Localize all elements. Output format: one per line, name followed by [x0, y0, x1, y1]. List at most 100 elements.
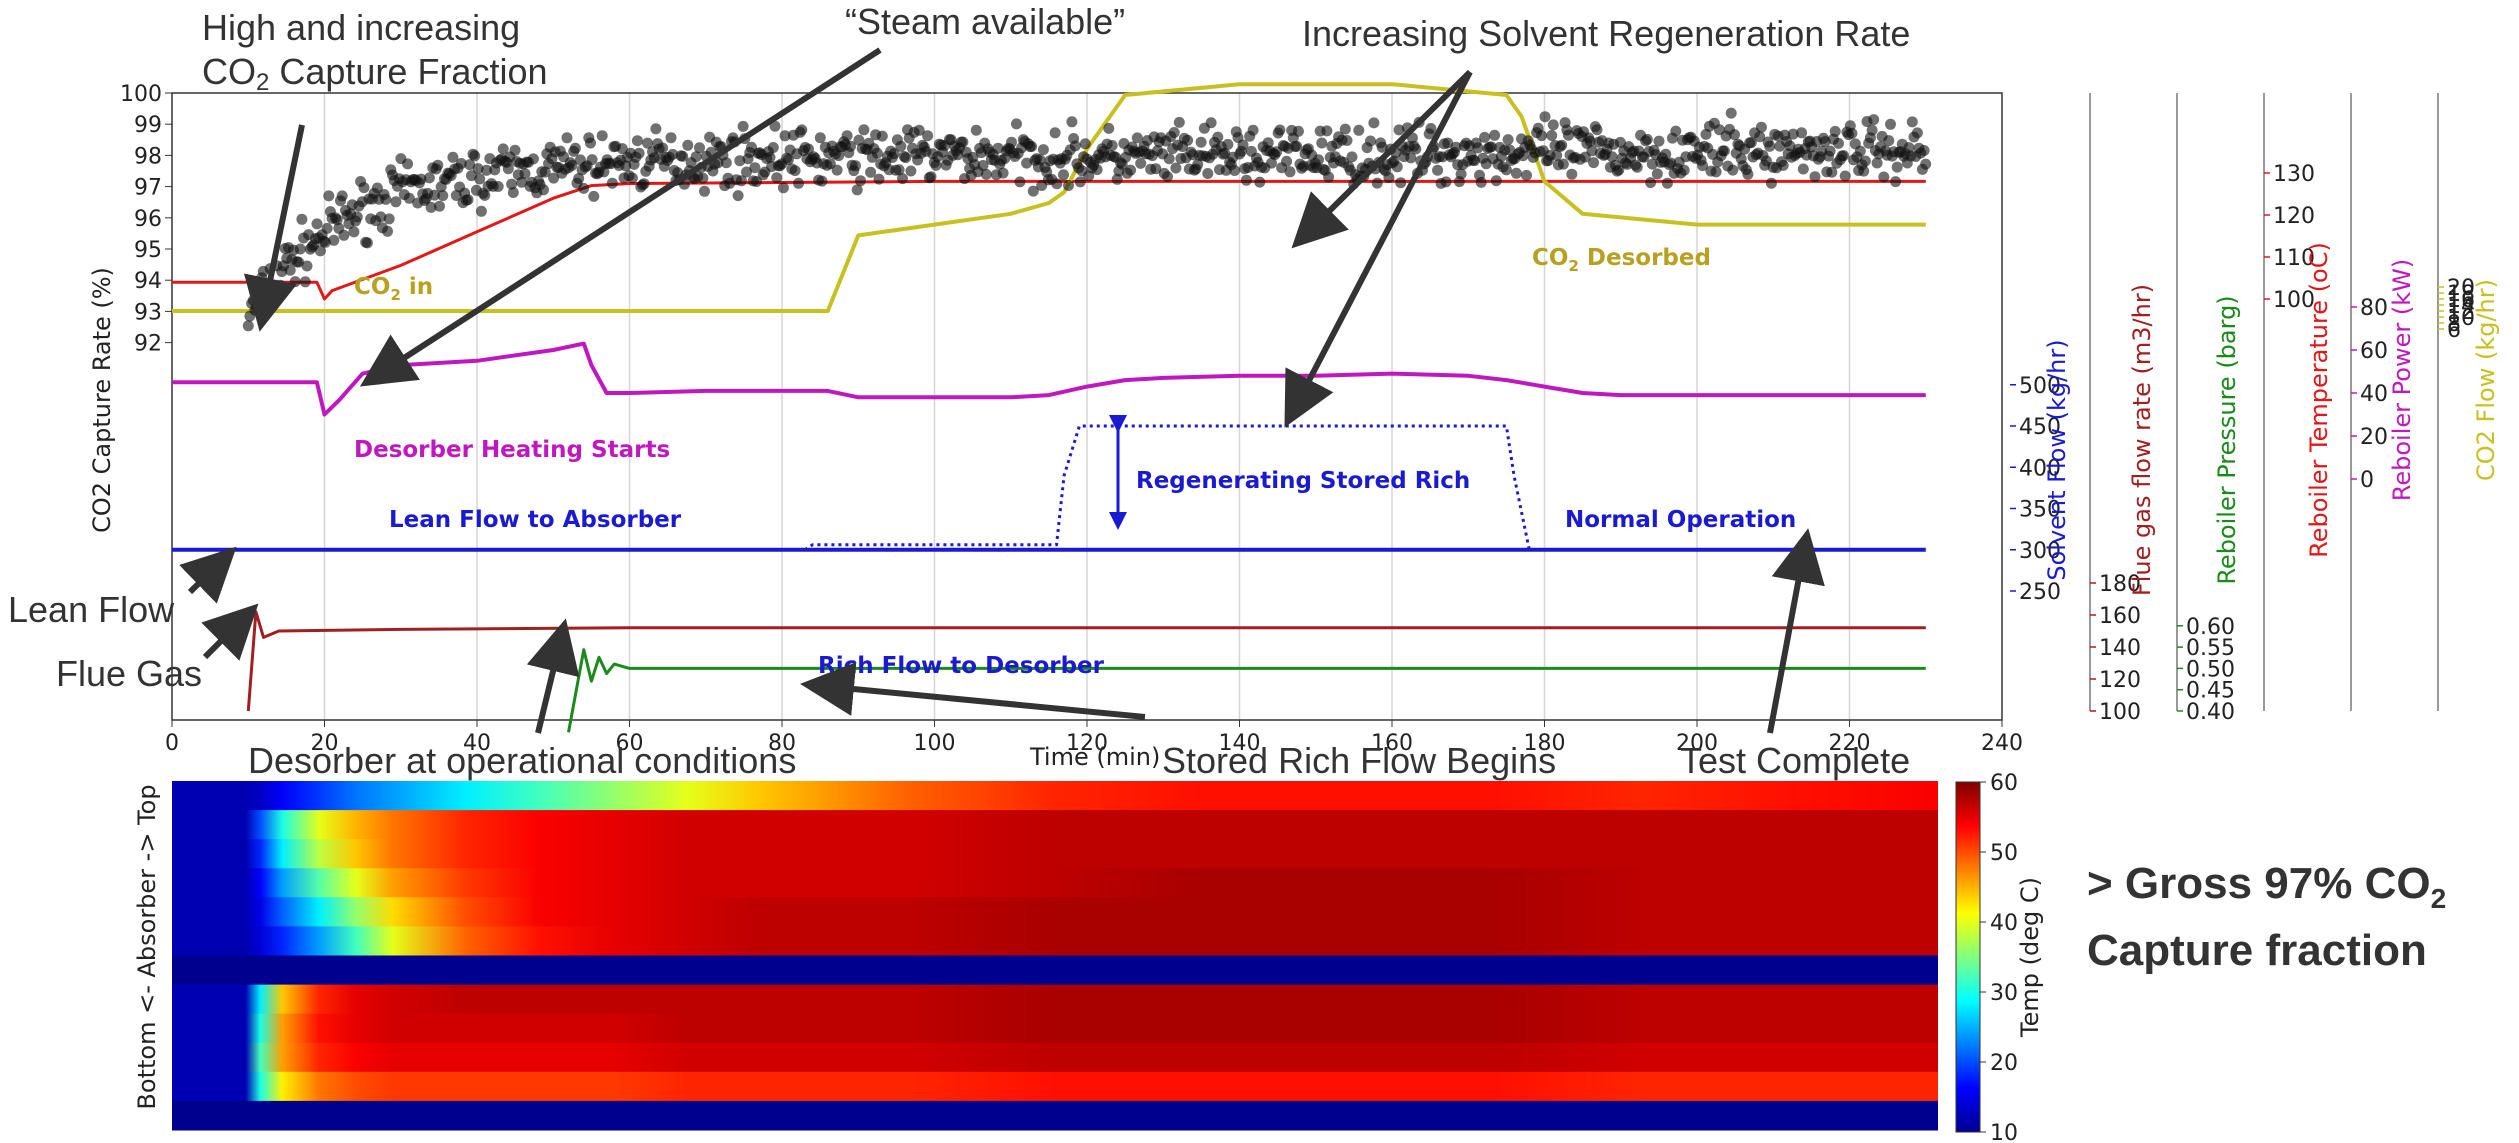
capture-rate-point	[1037, 144, 1049, 156]
x-tick-label: 100	[914, 731, 956, 756]
heatmap-row	[172, 810, 1938, 840]
capture-rate-point	[957, 136, 969, 148]
y-tick-label: 99	[134, 113, 162, 138]
capture-rate-point	[548, 172, 560, 184]
capture-rate-point	[1485, 141, 1497, 153]
capture-rate-point	[527, 153, 539, 165]
capture-rate-point	[1291, 140, 1303, 152]
arrow-regen-2	[1284, 70, 1473, 428]
capture-rate-point	[1365, 135, 1376, 147]
right-axis-tick-label: 16	[2447, 288, 2475, 313]
capture-rate-point	[1606, 151, 1618, 163]
right-axis-tick-label: 100	[2273, 288, 2315, 313]
capture-rate-point	[1584, 135, 1596, 147]
capture-rate-point	[767, 142, 779, 153]
heatmap-row	[172, 1071, 1938, 1102]
capture-rate-point	[1891, 161, 1903, 173]
capture-rate-point	[1472, 142, 1484, 154]
capture-rate-point	[450, 190, 462, 201]
capture-rate-point	[650, 123, 662, 135]
right-axis-label: CO2 Flow (kg/hr)	[2472, 279, 2500, 481]
capture-rate-point	[1725, 107, 1737, 119]
lean-to-absorber-label: Lean Flow to Absorber	[389, 507, 682, 533]
right-axis-tick-label: 0.55	[2186, 636, 2235, 661]
capture-rate-point	[1103, 122, 1115, 134]
capture-rate-point	[437, 190, 449, 202]
capture-rate-point	[893, 164, 905, 176]
capture-rate-point	[697, 172, 709, 184]
capture-rate-point	[507, 187, 519, 198]
right-axis-tick-label: 400	[2019, 456, 2061, 481]
capture-rate-point	[475, 205, 487, 217]
series-line-reboiler-power	[172, 341, 1926, 417]
colorbar-tick-label: 10	[1990, 1121, 2018, 1143]
annotation-high-capture-line2: CO2 Capture Fraction	[202, 51, 547, 96]
capture-rate-point	[1229, 165, 1241, 176]
capture-rate-point	[469, 150, 481, 162]
annotation-stored-rich: Stored Rich Flow Begins	[1162, 740, 1556, 781]
capture-rate-point	[1162, 171, 1173, 183]
capture-rate-point	[633, 147, 645, 159]
line-chart: 0 20 40 60 80 100 120 140 160 180 200 220 240 100999…	[88, 82, 2500, 771]
capture-rate-point	[833, 150, 845, 162]
capture-rate-point	[1284, 166, 1296, 178]
capture-rate-point	[299, 276, 311, 288]
capture-rate-point	[375, 211, 387, 223]
heatmap-cells	[172, 781, 1938, 1131]
heatmap-y-label: Bottom <- Absorber -> Top	[133, 784, 161, 1109]
capture-rate-point	[328, 234, 340, 246]
capture-rate-point	[865, 166, 877, 178]
capture-rate-point	[403, 192, 415, 204]
capture-rate-point	[855, 175, 866, 187]
capture-rate-point	[751, 176, 762, 187]
capture-rate-point	[1079, 138, 1091, 150]
colorbar-ticks: 60 50 40 30 20 10	[1980, 771, 2018, 1143]
capture-rate-point	[1858, 165, 1870, 177]
capture-rate-point	[294, 243, 306, 255]
capture-rate-point	[380, 193, 392, 205]
x-axis-ticks: 0 20 40 60 80 100 120 140 160 180 200 220 240	[165, 720, 2023, 756]
right-axis-tick-label: 10	[2447, 306, 2475, 331]
capture-rate-point	[1777, 159, 1789, 171]
capture-rate-point	[432, 159, 444, 171]
capture-rate-point	[1219, 147, 1231, 159]
capture-rate-point	[871, 147, 883, 159]
capture-rate-point	[519, 168, 531, 180]
capture-rate-point	[1729, 129, 1740, 141]
capture-rate-point	[1011, 118, 1022, 130]
capture-rate-point	[1192, 159, 1204, 170]
capture-rate-point	[569, 142, 581, 154]
right-axis-tick-label: 250	[2019, 580, 2061, 605]
capture-rate-point	[319, 236, 331, 248]
capture-rate-point	[682, 139, 694, 151]
right-axis-tick-label: 6	[2447, 318, 2461, 343]
x-tick-label: 140	[1219, 731, 1261, 756]
arrow-desorber-operational	[526, 618, 580, 734]
right-axis-label: Reboiler Power (kW)	[2388, 259, 2416, 501]
x-tick-label: 60	[616, 731, 644, 756]
capture-rate-point	[1562, 129, 1574, 141]
right-axis-tick-label: 180	[2099, 572, 2141, 597]
series-line-rich-flow	[804, 424, 1531, 552]
capture-rate-point	[1212, 131, 1224, 143]
capture-rate-point	[1764, 140, 1776, 152]
capture-rate-point	[631, 135, 643, 147]
capture-rate-point	[1727, 164, 1739, 176]
capture-rate-point	[735, 175, 747, 187]
capture-rate-point	[1911, 127, 1923, 139]
capture-rate-point	[1796, 127, 1808, 139]
capture-rate-point	[626, 172, 638, 184]
capture-rate-point	[699, 185, 710, 197]
capture-rate-point	[1809, 171, 1821, 183]
colorbar-tick-label: 50	[1990, 841, 2018, 866]
heatmap-row	[172, 1042, 1938, 1073]
right-axis-tick-label: 0.45	[2186, 679, 2235, 704]
capture-rate-point	[1455, 168, 1467, 180]
capture-rate-point	[1063, 180, 1074, 191]
right-axis-tick-label: 160	[2099, 604, 2141, 629]
right-axis-tick-label: 80	[2360, 296, 2388, 321]
annotation-increasing-regen: Increasing Solvent Regeneration Rate	[1302, 13, 1910, 54]
right-axis-tick-label: 0.50	[2186, 657, 2235, 682]
capture-rate-point	[1614, 136, 1626, 148]
